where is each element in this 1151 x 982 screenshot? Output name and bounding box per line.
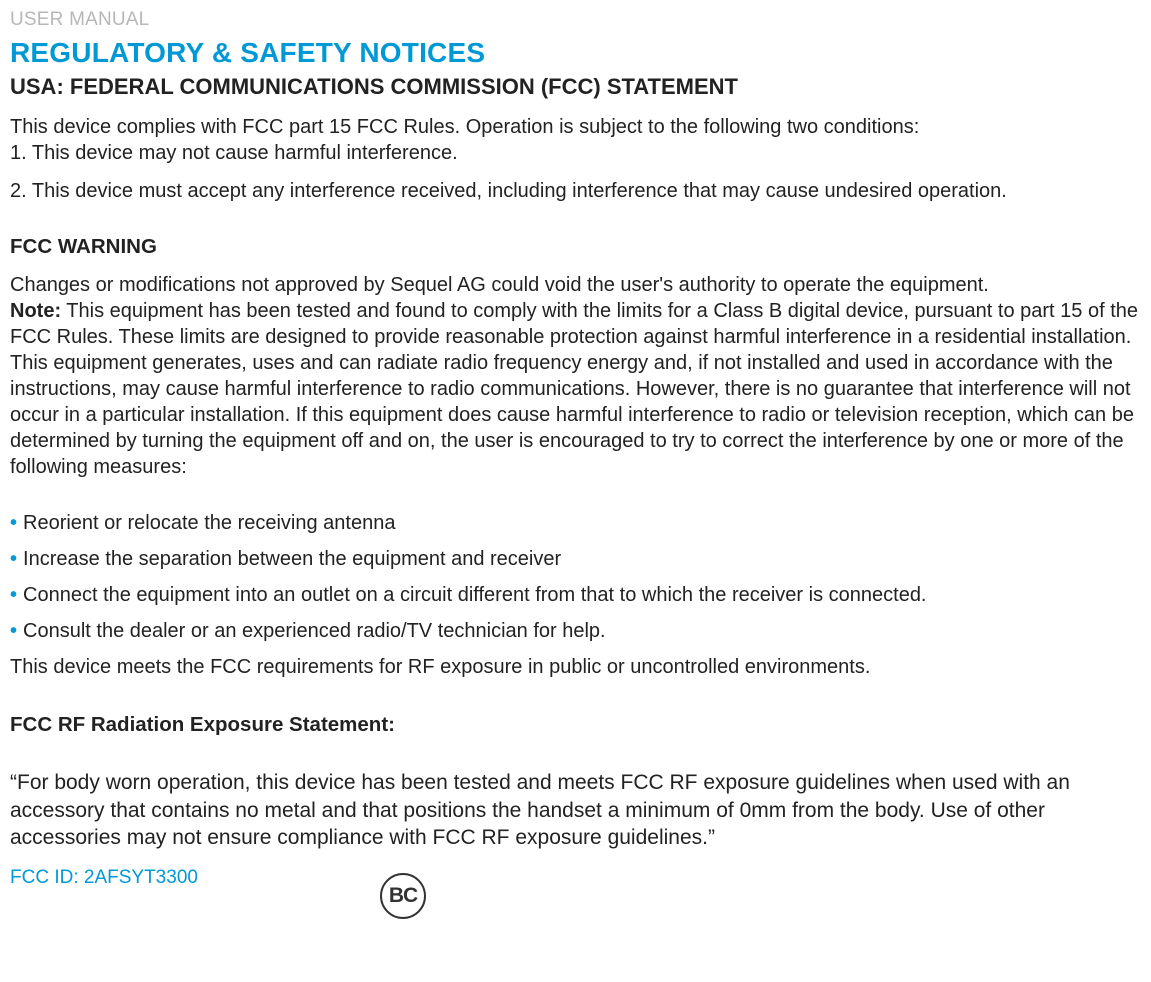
fcc-warning-line1: Changes or modifications not approved by… [10, 274, 989, 296]
bullet-text-1: Reorient or relocate the receiving anten… [23, 510, 1141, 536]
bullet-item: • Increase the separation between the eq… [10, 546, 1141, 572]
fcc-intro: This device complies with FCC part 15 FC… [10, 114, 1141, 140]
bc-circle-icon: BC [380, 873, 426, 919]
usa-fcc-heading: USA: FEDERAL COMMUNICATIONS COMMISSION (… [10, 73, 1141, 102]
bullet-item: • Reorient or relocate the receiving ant… [10, 510, 1141, 536]
radiation-heading: FCC RF Radiation Exposure Statement: [10, 712, 1141, 739]
fcc-condition-1: 1. This device may not cause harmful int… [10, 140, 1141, 166]
fcc-warning-heading: FCC WARNING [10, 234, 1141, 261]
note-label: Note: [10, 300, 61, 322]
bullet-text-4: Consult the dealer or an experienced rad… [23, 618, 1141, 644]
bullet-icon: • [10, 582, 17, 608]
user-manual-label: USER MANUAL [10, 8, 1141, 33]
rf-meet-para: This device meets the FCC requirements f… [10, 654, 1141, 680]
bullet-icon: • [10, 546, 17, 572]
bullet-icon: • [10, 510, 17, 536]
bullet-item: • Connect the equipment into an outlet o… [10, 582, 1141, 608]
fcc-warning-body: Changes or modifications not approved by… [10, 272, 1141, 480]
bullet-icon: • [10, 618, 17, 644]
bc-logo: BC [380, 873, 1141, 919]
bullet-item: • Consult the dealer or an experienced r… [10, 618, 1141, 644]
note-text: This equipment has been tested and found… [10, 300, 1138, 478]
bullet-text-3: Connect the equipment into an outlet on … [23, 582, 1141, 608]
main-title: REGULATORY & SAFETY NOTICES [10, 35, 1141, 71]
fcc-condition-2: 2. This device must accept any interfere… [10, 178, 1141, 204]
bullet-text-2: Increase the separation between the equi… [23, 546, 1141, 572]
radiation-body: “For body worn operation, this device ha… [10, 769, 1141, 852]
